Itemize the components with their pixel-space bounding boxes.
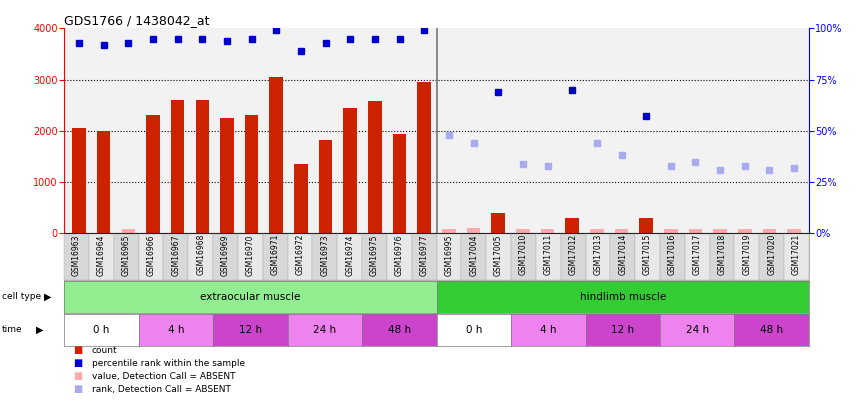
Text: 4 h: 4 h [540,325,556,335]
Text: 24 h: 24 h [313,325,336,335]
Text: GSM16965: GSM16965 [122,234,131,275]
Text: ■: ■ [73,345,82,355]
Text: GDS1766 / 1438042_at: GDS1766 / 1438042_at [64,14,210,27]
Bar [491,213,505,233]
Bar [122,229,135,233]
Text: GSM16966: GSM16966 [146,234,156,275]
Bar [368,101,382,233]
Text: GSM16972: GSM16972 [295,234,305,275]
Text: GSM16977: GSM16977 [419,234,429,275]
Text: GSM17004: GSM17004 [469,234,479,275]
Text: GSM17021: GSM17021 [792,234,801,275]
Text: GSM17012: GSM17012 [568,234,578,275]
Bar [318,140,332,233]
Bar [294,164,307,233]
Bar [418,82,431,233]
Bar [393,134,407,233]
Bar [245,115,259,233]
Bar [97,131,110,233]
Text: extraocular muscle: extraocular muscle [200,292,300,302]
Text: ■: ■ [73,371,82,382]
Text: ▶: ▶ [44,292,51,301]
Bar [788,229,801,233]
Bar [343,108,357,233]
Bar [195,100,209,233]
Text: 48 h: 48 h [388,325,411,335]
Text: rank, Detection Call = ABSENT: rank, Detection Call = ABSENT [92,385,230,394]
Text: GSM17020: GSM17020 [767,234,776,275]
Text: ■: ■ [73,358,82,369]
Bar [639,218,653,233]
Text: GSM16973: GSM16973 [320,234,330,275]
Bar [270,77,283,233]
Text: time: time [2,325,22,334]
Bar [689,229,702,233]
Text: GSM16963: GSM16963 [72,234,81,275]
Text: percentile rank within the sample: percentile rank within the sample [92,359,245,368]
Text: 24 h: 24 h [686,325,709,335]
Bar [664,229,678,233]
Text: GSM16995: GSM16995 [444,234,454,275]
Text: cell type: cell type [2,292,41,301]
Text: ▶: ▶ [36,325,44,335]
Text: GSM17014: GSM17014 [618,234,627,275]
Bar [566,218,579,233]
Bar [72,128,86,233]
Text: GSM16971: GSM16971 [270,234,280,275]
Text: value, Detection Call = ABSENT: value, Detection Call = ABSENT [92,372,235,381]
Text: GSM17013: GSM17013 [593,234,603,275]
Text: GSM16976: GSM16976 [395,234,404,275]
Text: hindlimb muscle: hindlimb muscle [580,292,666,302]
Bar [516,229,530,233]
Text: GSM17016: GSM17016 [668,234,677,275]
Bar [713,229,727,233]
Bar [442,229,455,233]
Text: 0 h: 0 h [93,325,110,335]
Text: GSM16968: GSM16968 [196,234,205,275]
Bar [738,229,752,233]
Text: GSM16975: GSM16975 [370,234,379,275]
Text: ■: ■ [73,384,82,394]
Text: 4 h: 4 h [168,325,184,335]
Bar [171,100,184,233]
Text: GSM16970: GSM16970 [246,234,255,275]
Bar [541,229,555,233]
Bar [590,229,603,233]
Bar [615,229,628,233]
Bar [146,115,160,233]
Text: GSM17015: GSM17015 [643,234,652,275]
Text: GSM17017: GSM17017 [693,234,702,275]
Text: GSM17011: GSM17011 [544,234,553,275]
Text: 12 h: 12 h [611,325,634,335]
Bar [467,228,480,233]
Text: GSM17010: GSM17010 [519,234,528,275]
Text: 48 h: 48 h [760,325,783,335]
Text: GSM16974: GSM16974 [345,234,354,275]
Text: GSM17018: GSM17018 [717,234,727,275]
Text: count: count [92,346,117,355]
Text: GSM17019: GSM17019 [742,234,752,275]
Text: GSM16967: GSM16967 [171,234,181,275]
Text: 0 h: 0 h [466,325,482,335]
Text: GSM17005: GSM17005 [494,234,503,275]
Text: 12 h: 12 h [239,325,262,335]
Text: GSM16969: GSM16969 [221,234,230,275]
Text: GSM16964: GSM16964 [97,234,106,275]
Bar [220,118,234,233]
Bar [763,229,776,233]
